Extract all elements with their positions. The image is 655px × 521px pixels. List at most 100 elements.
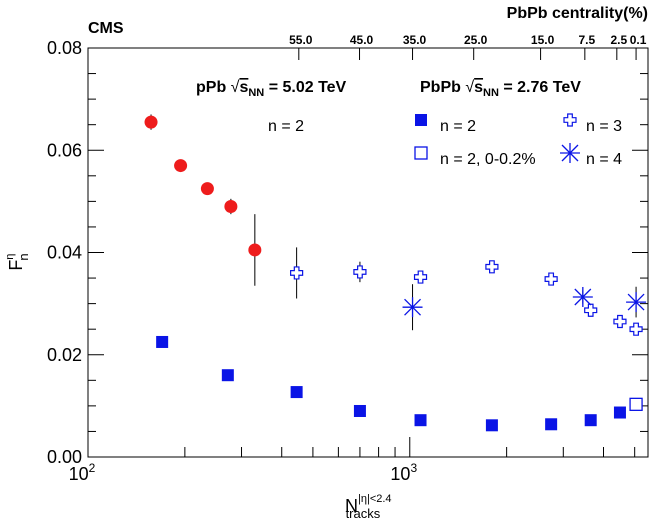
y-tick-label: 0.02: [47, 345, 82, 365]
cms-label: CMS: [88, 20, 124, 37]
legend: pPb √sNN = 5.02 TeV PbPb √sNN = 2.76 TeVn…: [196, 79, 622, 168]
legend-entry-pbpb-n2: n = 2: [440, 118, 476, 135]
top-tick-label: 2.5: [610, 33, 627, 47]
data-points: [144, 114, 647, 432]
data-point: [290, 266, 304, 280]
marker-open-square: [629, 397, 643, 411]
marker-square: [485, 419, 498, 432]
y-tick-label: 0.00: [47, 447, 82, 467]
marker-square: [353, 404, 366, 417]
data-point: [144, 115, 158, 129]
data-point: [629, 322, 643, 336]
data-point: [485, 419, 498, 432]
legend-entry-ppb-n2: n = 2: [268, 118, 304, 135]
marker-circle: [200, 182, 214, 196]
top-tick-label: 55.0: [289, 33, 313, 47]
data-point: [353, 404, 366, 417]
data-point: [402, 297, 423, 318]
series-4: [402, 284, 647, 331]
top-tick-label: 45.0: [350, 33, 374, 47]
data-point: [545, 418, 558, 431]
marker-open-cross: [353, 265, 367, 279]
legend-entry-pbpb-n2-ultra: n = 2, 0-0.2%: [440, 151, 536, 168]
y-tick-label: 0.08: [47, 38, 82, 58]
x-tick-label-exponent: 2: [89, 461, 96, 475]
x-axis-label-base: N: [345, 496, 358, 516]
y-axis-label-subscript: n: [16, 253, 31, 260]
x-axis-label: N|η|<2.4 tracks: [345, 493, 392, 521]
legend-header-ppb: pPb √sNN = 5.02 TeV: [196, 79, 347, 99]
series-3: [290, 247, 643, 336]
data-point: [414, 414, 427, 427]
marker-open-cross: [613, 314, 627, 329]
data-point: [224, 199, 238, 213]
sqrt-s-symbol: s: [239, 79, 248, 96]
marker-square: [584, 414, 597, 427]
legend-header-pbpb-energy: = 2.76 TeV: [499, 79, 581, 96]
marker-open-cross: [413, 270, 428, 284]
data-point: [156, 335, 169, 348]
top-tick-label: 0.1: [630, 33, 647, 47]
sqrt-s-subscript: NN: [483, 87, 499, 99]
sqrt-symbol: √: [226, 79, 239, 96]
y-tick-label: 0.06: [47, 140, 82, 160]
marker-open-cross: [544, 272, 558, 286]
y-axis-ticks: 0.00 0.02 0.04 0.06 0.08: [47, 38, 648, 467]
x-tick-label-base: 10: [69, 464, 89, 484]
top-tick-label: 25.0: [464, 33, 488, 47]
series-1: [156, 335, 626, 432]
x-tick-label-base: 10: [390, 464, 410, 484]
x-axis-ticks: 102 103: [69, 437, 636, 484]
marker-square: [156, 335, 169, 348]
marker-open-cross: [485, 260, 499, 274]
marker-square: [415, 114, 427, 126]
sqrt-s-subscript: NN: [248, 87, 264, 99]
marker-open-cross: [629, 322, 643, 336]
marker-square: [414, 414, 427, 427]
series-2: [629, 397, 643, 411]
data-point: [584, 303, 598, 317]
top-tick-label: 35.0: [403, 33, 427, 47]
y-tick-label: 0.04: [47, 243, 82, 263]
marker-circle: [248, 243, 262, 257]
x-tick-label: 103: [390, 461, 417, 484]
legend-marker-pbpb-n2-ultra: [414, 146, 428, 160]
data-point: [200, 182, 214, 196]
data-point: [485, 260, 499, 274]
plot-border: [87, 47, 649, 458]
marker-stroke: [627, 293, 645, 311]
marker-open-cross: [290, 266, 304, 280]
y-axis-label: Fηn: [4, 253, 31, 270]
sqrt-symbol: √: [461, 79, 474, 96]
data-point: [413, 270, 428, 284]
x-axis-label-superscript: |η|<2.4: [358, 493, 392, 505]
legend-marker-pbpb-n3: [563, 113, 577, 127]
data-point: [584, 414, 597, 427]
data-point: [626, 292, 647, 313]
legend-marker-pbpb-n2: [415, 114, 427, 126]
marker-circle: [174, 159, 188, 173]
data-point: [544, 272, 558, 286]
legend-header-ppb-collision: pPb: [196, 79, 226, 96]
data-point: [290, 386, 303, 399]
marker-circle: [224, 199, 238, 213]
marker-square: [545, 418, 558, 431]
marker-open-cross: [584, 303, 598, 317]
legend-marker-pbpb-n4: [560, 143, 580, 163]
legend-header-pbpb-collision: PbPb: [420, 79, 461, 96]
marker-stroke: [574, 288, 592, 306]
y-axis-label-superscript: η: [4, 254, 16, 260]
top-tick-label: 15.0: [531, 33, 555, 47]
data-point: [629, 397, 643, 411]
data-point: [572, 286, 593, 307]
data-point: [613, 406, 626, 419]
marker-circle: [144, 115, 158, 129]
y-axis-label-base: F: [6, 260, 26, 271]
data-point: [353, 265, 367, 279]
marker-square: [221, 369, 234, 382]
data-point: [174, 159, 188, 173]
legend-header-ppb-energy: = 5.02 TeV: [264, 79, 346, 96]
marker-open-cross: [563, 113, 577, 127]
legend-entry-pbpb-n3: n = 3: [586, 118, 622, 135]
